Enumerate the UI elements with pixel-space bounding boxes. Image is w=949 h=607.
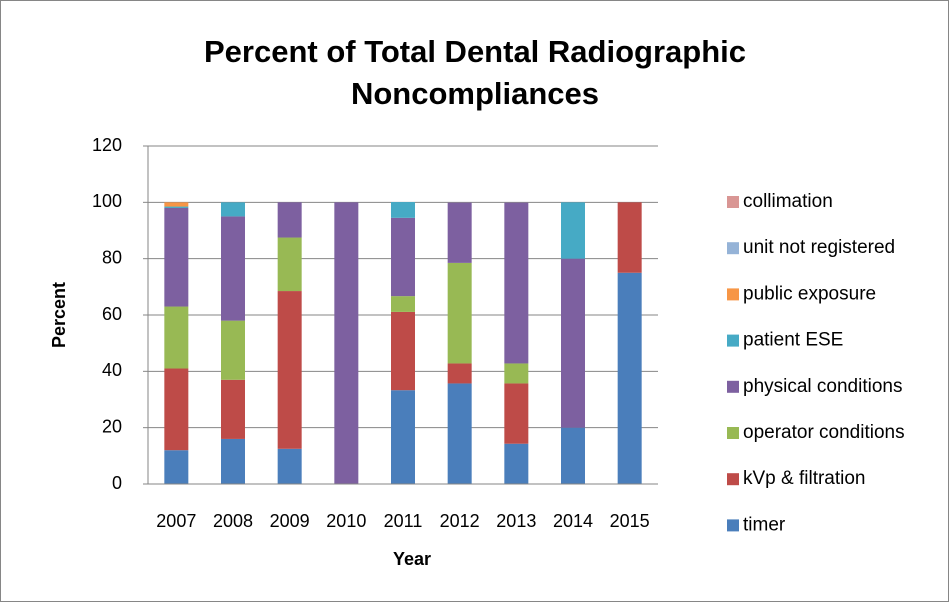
y-tick-label: 60 — [102, 304, 122, 324]
y-tick-label: 100 — [92, 191, 122, 211]
x-tick-label: 2015 — [610, 511, 650, 531]
bar-segment — [277, 237, 302, 292]
legend-label: physical conditions — [743, 376, 902, 397]
bar-segment — [164, 306, 189, 369]
bar-segment — [561, 427, 585, 484]
x-tick-label: 2012 — [440, 511, 480, 531]
legend-swatch — [727, 334, 739, 347]
x-tick-label: 2011 — [384, 511, 423, 531]
legend-label: unit not registered — [743, 237, 895, 258]
bar-segment — [504, 363, 529, 384]
bar-segment — [221, 216, 245, 321]
bar-segment — [334, 202, 359, 485]
x-tick-label: 2014 — [553, 511, 593, 531]
bar-segment — [504, 383, 529, 444]
legend-label: collimation — [743, 191, 833, 212]
legend-swatch — [727, 288, 739, 301]
bar-segment — [561, 202, 585, 259]
bar-segment — [391, 217, 415, 297]
bar-segment — [447, 202, 472, 263]
legend-label: public exposure — [743, 283, 876, 304]
legend-swatch — [727, 473, 739, 486]
x-tick-label: 2010 — [326, 511, 366, 531]
legend-swatch — [727, 242, 739, 255]
bar-segment — [617, 272, 642, 484]
legend-swatch — [727, 427, 739, 439]
y-tick-label: 0 — [112, 473, 122, 493]
bar-segment — [164, 202, 189, 207]
bar-segment — [221, 438, 245, 484]
legend-label: patient ESE — [743, 330, 843, 351]
bar-segment — [164, 368, 189, 451]
bar-segment — [277, 202, 302, 238]
chart-title: Percent of Total Dental Radiographic — [204, 34, 746, 69]
bar-segment — [391, 202, 415, 218]
legend-swatch — [727, 196, 739, 208]
y-tick-label: 80 — [102, 247, 122, 267]
x-tick-label: 2009 — [270, 511, 310, 531]
y-axis-label: Percent — [49, 282, 69, 348]
bar-segment — [164, 207, 189, 307]
bar-segment — [164, 450, 189, 484]
bar-segment — [447, 383, 472, 484]
y-tick-label: 120 — [92, 135, 122, 155]
bar-segment — [164, 206, 189, 208]
chart-title: Noncompliances — [351, 76, 599, 111]
y-tick-label: 40 — [102, 360, 122, 380]
bar-segment — [391, 296, 415, 312]
x-tick-label: 2013 — [496, 511, 536, 531]
legend-label: timer — [743, 514, 786, 535]
bar-segment — [504, 202, 529, 364]
legend-swatch — [727, 380, 739, 393]
bar-segment — [391, 390, 415, 484]
bar-segment — [277, 291, 302, 449]
y-tick-label: 20 — [102, 416, 122, 436]
bar-segment — [221, 320, 245, 380]
bar-segment — [504, 443, 529, 484]
x-axis-label: Year — [393, 549, 431, 569]
legend-label: kVp & filtration — [743, 468, 866, 489]
legend-swatch — [727, 519, 739, 532]
bar-segment — [221, 379, 245, 439]
bar-segment — [617, 202, 642, 273]
x-tick-label: 2008 — [213, 511, 253, 531]
bar-segment — [277, 448, 302, 484]
bar-segment — [447, 262, 472, 364]
bar-segment — [447, 363, 472, 384]
legend-label: operator conditions — [743, 422, 905, 443]
bar-segment — [561, 258, 585, 428]
x-tick-label: 2007 — [156, 511, 196, 531]
bar-segment — [391, 311, 415, 391]
bar-segment — [221, 202, 245, 217]
